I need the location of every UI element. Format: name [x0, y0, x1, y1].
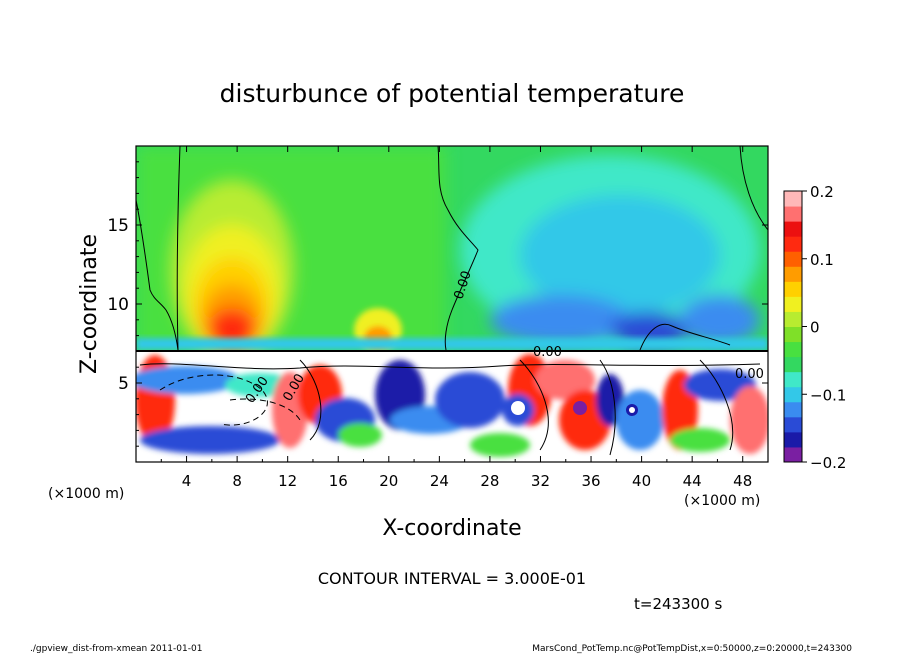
turbulent-layer: [136, 351, 768, 462]
colorbar-swatch: [784, 236, 802, 252]
contour-lines: [136, 146, 768, 456]
colorbar-swatch: [784, 431, 802, 448]
x-tick-label: 12: [278, 472, 297, 490]
colorbar-swatch: [784, 311, 802, 327]
plot-area: [136, 146, 768, 462]
time-text: t=243300 s: [634, 595, 722, 613]
x-tick-label: 16: [329, 472, 348, 490]
colorbar-swatch: [784, 251, 802, 267]
y-tick-label: 10: [107, 295, 129, 315]
y-unit-label: (×1000 m): [48, 486, 124, 502]
footer-right: MarsCond_PotTemp.nc@PotTempDist,x=0:5000…: [532, 644, 852, 654]
x-unit-label: (×1000 m): [684, 493, 760, 509]
contour-interval-text: CONTOUR INTERVAL = 3.000E-01: [318, 569, 586, 588]
colorbar-swatch: [784, 206, 802, 222]
x-tick-label: 20: [379, 472, 398, 490]
x-axis: 4 8 12 16 20 24 28 32 36 40 44 48: [160, 146, 752, 490]
x-tick-label: 28: [480, 472, 499, 490]
colorbar-swatch: [784, 401, 802, 418]
warm-plume: [170, 180, 294, 360]
colorbar-tick-label: −0.2: [810, 454, 846, 472]
contour-label: 0.00: [533, 345, 562, 360]
colorbar: 0.2 0.1 0 −0.1 −0.2: [783, 183, 846, 472]
colorbar-tick-label: 0: [810, 319, 820, 337]
y-axis: 5 10 15: [107, 161, 768, 447]
footer-left: ./gpview_dist-from-xmean 2011-01-01: [30, 644, 202, 654]
x-tick-label: 44: [683, 472, 702, 490]
x-tick-label: 8: [232, 472, 242, 490]
colorbar-swatch: [784, 266, 802, 282]
colorbar-swatch: [784, 191, 802, 207]
y-axis-label: Z-coordinate: [77, 234, 102, 374]
colorbar-swatch: [784, 446, 802, 463]
x-tick-label: 4: [182, 472, 192, 490]
colorbar-tick-label: 0.2: [810, 183, 834, 201]
y-tick-label: 5: [118, 374, 129, 394]
colorbar-tick-label: 0.1: [810, 251, 834, 269]
colorbar-swatch: [784, 296, 802, 312]
y-tick-label: 15: [107, 216, 129, 236]
x-axis-label: X-coordinate: [382, 516, 521, 541]
colorbar-swatch: [784, 221, 802, 237]
colorbar-swatch: [784, 281, 802, 297]
contour-label: 0.00: [735, 367, 764, 382]
colorbar-swatch: [784, 386, 802, 403]
x-tick-label: 48: [733, 472, 752, 490]
colorbar-swatch: [784, 326, 802, 343]
x-tick-label: 24: [430, 472, 449, 490]
x-tick-label: 40: [632, 472, 651, 490]
colorbar-tick-label: −0.1: [810, 386, 846, 404]
x-tick-label: 36: [581, 472, 600, 490]
colorbar-swatch: [784, 341, 802, 358]
colorbar-swatch: [784, 416, 802, 433]
inversion-band: [136, 338, 768, 350]
colorbar-swatch: [784, 371, 802, 388]
chart-title: disturbunce of potential temperature: [220, 79, 685, 108]
x-tick-label: 32: [531, 472, 550, 490]
cool-region: [460, 155, 760, 348]
colorbar-swatch: [784, 356, 802, 373]
